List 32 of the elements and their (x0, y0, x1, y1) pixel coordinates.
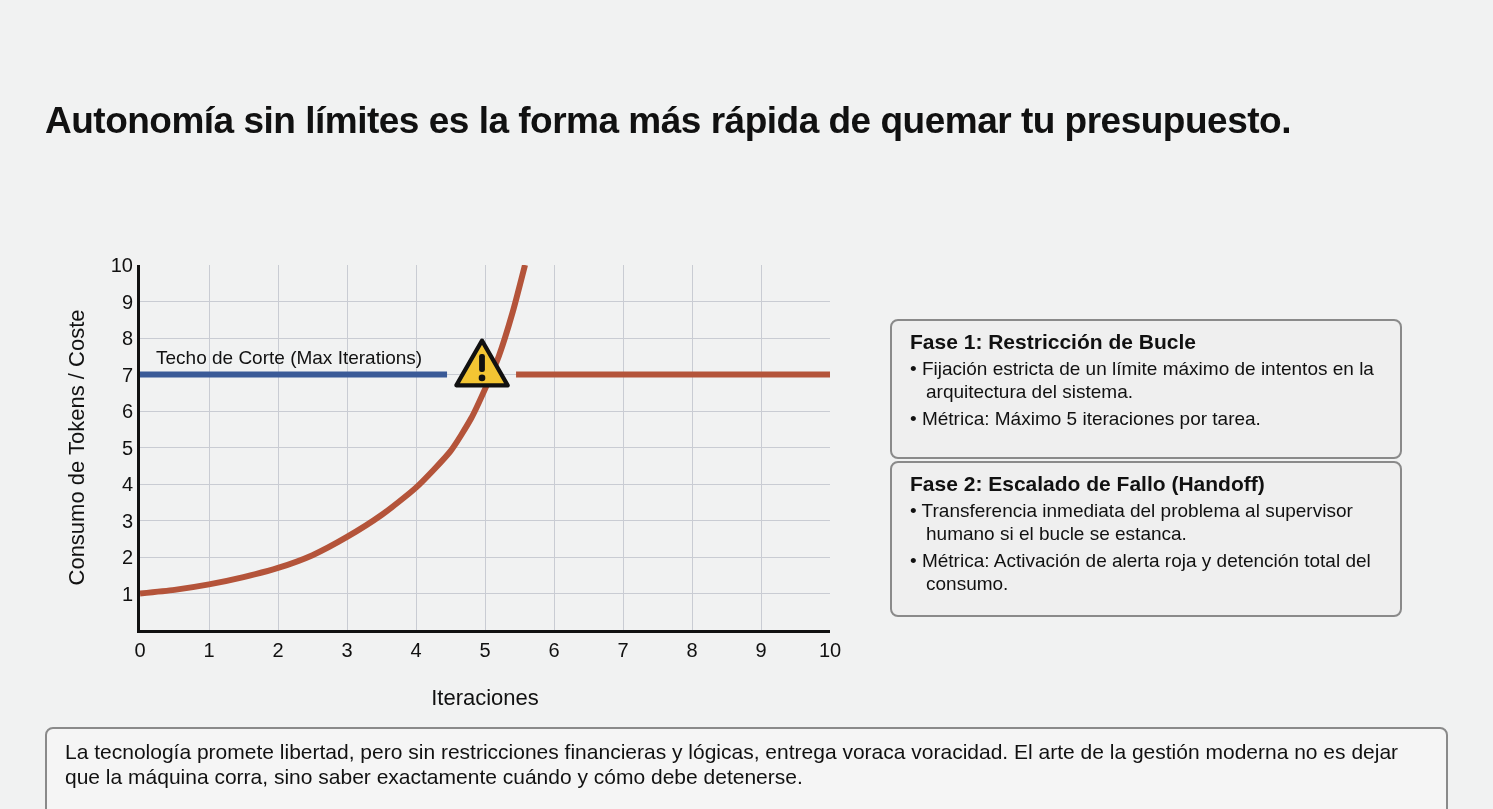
x-axis-title: Iteraciones (431, 685, 539, 710)
annotation: Techo de Corte (Max Iterations) (156, 347, 423, 368)
text: • Transferencia inmediata del problema al supervisor humano si el bucle se estanca. (910, 500, 1354, 546)
y-tick-label: 9 (121, 290, 133, 313)
text: La tecnología promete libertad, pero sin restricciones financieras y lógicas, entrega voraca voracidad. El arte de la gestión moderna no es dejar que la máquina corra, sino saber exactamente cuándo y cómo debe detenerse. (45, 727, 1448, 809)
x-tick-label: 10 (818, 639, 842, 661)
text: Fase 1: Restricción de Bucle (910, 329, 1197, 355)
y-tick-label: 5 (121, 436, 133, 459)
y-tick-label: 6 (121, 400, 133, 422)
x-tick-label: 5 (479, 639, 491, 661)
y-axis-title: Consumo de Tokens / Coste (64, 309, 89, 586)
y-tick-label: 8 (121, 327, 133, 349)
x-tick-label: 6 (548, 639, 560, 661)
x-tick-label: 0 (134, 639, 146, 661)
y-tick-label: 1 (121, 582, 133, 605)
y-tick-label: 2 (121, 546, 133, 568)
x-tick-label: 9 (755, 639, 767, 661)
text: Fase 2: Escalado de Fallo (Handoff) (910, 471, 1266, 497)
y-tick-label: 3 (121, 509, 133, 532)
y-tick-label: 4 (121, 473, 133, 495)
text: • Fijación estricta de un límite máximo de intentos en la arquitectura del sistema. (910, 358, 1375, 404)
x-tick-label: 4 (410, 639, 422, 661)
x-tick-label: 2 (272, 639, 284, 661)
y-tick-label: 10 (110, 254, 133, 276)
chart-title: Autonomía sin límites es la forma más rápida de quemar tu presupuesto. (45, 100, 1291, 142)
x-tick-label: 1 (203, 639, 215, 661)
y-tick-label: 7 (121, 363, 133, 386)
text: • Métrica: Activación de alerta roja y detención total del consumo. (910, 549, 1372, 596)
x-tick-label: 8 (686, 639, 698, 661)
x-tick-label: 3 (341, 639, 353, 661)
text: • Métrica: Máximo 5 iteraciones por tarea. (910, 407, 1262, 431)
x-tick-label: 7 (617, 639, 629, 661)
